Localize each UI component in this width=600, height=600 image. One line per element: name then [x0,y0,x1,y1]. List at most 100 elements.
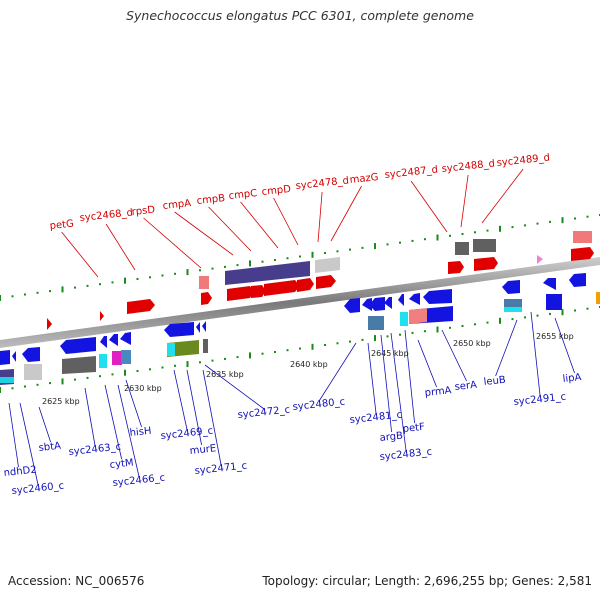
guide-dot [411,331,414,334]
guide-dot [86,376,89,379]
guide-dot [11,387,14,390]
gene-box [400,312,408,326]
gene-label-bottom: lipA [562,372,582,385]
label-leader [174,211,234,256]
guide-dot [574,217,576,220]
guide-dot [536,222,539,225]
label-leader [390,332,407,452]
gene-arrow [12,351,16,362]
guide-dot [574,309,576,312]
label-leader [117,384,140,478]
gene-label-bottom: hisH [129,426,152,439]
guide-dot [99,283,101,286]
guide-dot [324,252,326,254]
label-leader [204,364,265,410]
gene-arrow [201,292,212,305]
guide-dot [261,352,264,355]
gene-label-bottom: prmA [424,385,452,399]
gene-box [121,350,131,364]
guide-dot [174,272,176,275]
label-leader [317,191,323,243]
guide-dot [49,290,51,293]
tick-labels: 2625 kbp 2630 kbp 2635 kbp 2640 kbp 2645 kbp… [42,332,574,406]
forward-strand-features [47,231,594,330]
label-leader [186,369,202,446]
guide-dot [549,220,551,223]
gene-arrow [316,275,336,289]
guide-dot [99,375,101,378]
label-leader [330,185,362,242]
guide-dot [336,342,339,345]
topology-text: Topology: circular; Length: 2,696,255 bp… [262,574,592,588]
gene-label-top: rpsD [131,205,156,218]
guide-tick [0,387,1,393]
label-leader [410,180,448,233]
guide-dot [299,347,301,350]
guide-dot [24,293,26,296]
label-leader [38,406,51,443]
guide-dot [424,330,426,333]
label-leader [84,387,96,447]
gene-arrow [543,278,556,290]
gene-arrow [120,332,131,345]
guide-dot [361,338,364,341]
label-leader [404,329,415,424]
guide-tick [0,295,1,301]
gene-box [573,231,592,243]
gene-arrow [369,297,385,311]
gene-label-top: petG [49,219,74,232]
guide-dot [199,269,201,272]
label-leader [318,342,357,402]
tick-label: 2650 kbp [453,339,491,348]
gene-label-top: syc2478_d [295,175,349,192]
guide-tick [61,378,64,385]
gene-arrow [251,285,266,298]
guide-dot [86,284,89,287]
gene-box [473,239,496,252]
guide-dot [224,357,226,360]
label-leader [19,402,39,486]
guide-dot [424,238,426,241]
genome-backbone [0,257,600,348]
label-leader [61,231,99,278]
gene-arrow [384,297,392,309]
gene-label-bottom: syc2491_c [513,392,566,408]
label-leader [460,174,469,228]
guide-dot [324,344,326,346]
genome-title: Synechococcus elongatus PCC 6301, comple… [126,8,474,23]
label-leader [8,402,19,468]
gene-arrow [398,294,404,306]
label-leader [441,329,467,382]
guide-dot [199,361,201,364]
gene-arrow [474,257,498,271]
guide-tick [61,286,64,293]
gene-box [62,356,96,374]
tick-label: 2655 kbp [536,332,574,341]
gene-marker [100,311,104,321]
guide-dot [24,385,26,388]
guide-dot [449,234,451,237]
gene-label-bottom: cytM [109,458,134,471]
gene-box [99,354,107,368]
guide-dot [461,233,464,235]
gene-label-bottom: argB [379,431,403,444]
label-leader [143,217,202,269]
gene-arrow [127,299,155,314]
gene-label-bottom: syc2481_c [349,410,402,426]
guide-dot [161,366,164,369]
guide-dot [236,264,239,267]
label-leader [202,369,222,466]
gene-arrow [409,293,420,305]
guide-tick [374,335,376,342]
guide-dot [586,215,589,218]
guide-dot [274,259,276,261]
gene-arrow [264,280,300,296]
tick-label: 2640 kbp [290,360,328,369]
gene-box [409,308,427,324]
guide-dot [299,255,301,258]
gene-arrow [448,261,464,274]
gene-arrow [297,278,314,292]
label-leader [240,201,279,249]
guide-tick [249,260,251,267]
